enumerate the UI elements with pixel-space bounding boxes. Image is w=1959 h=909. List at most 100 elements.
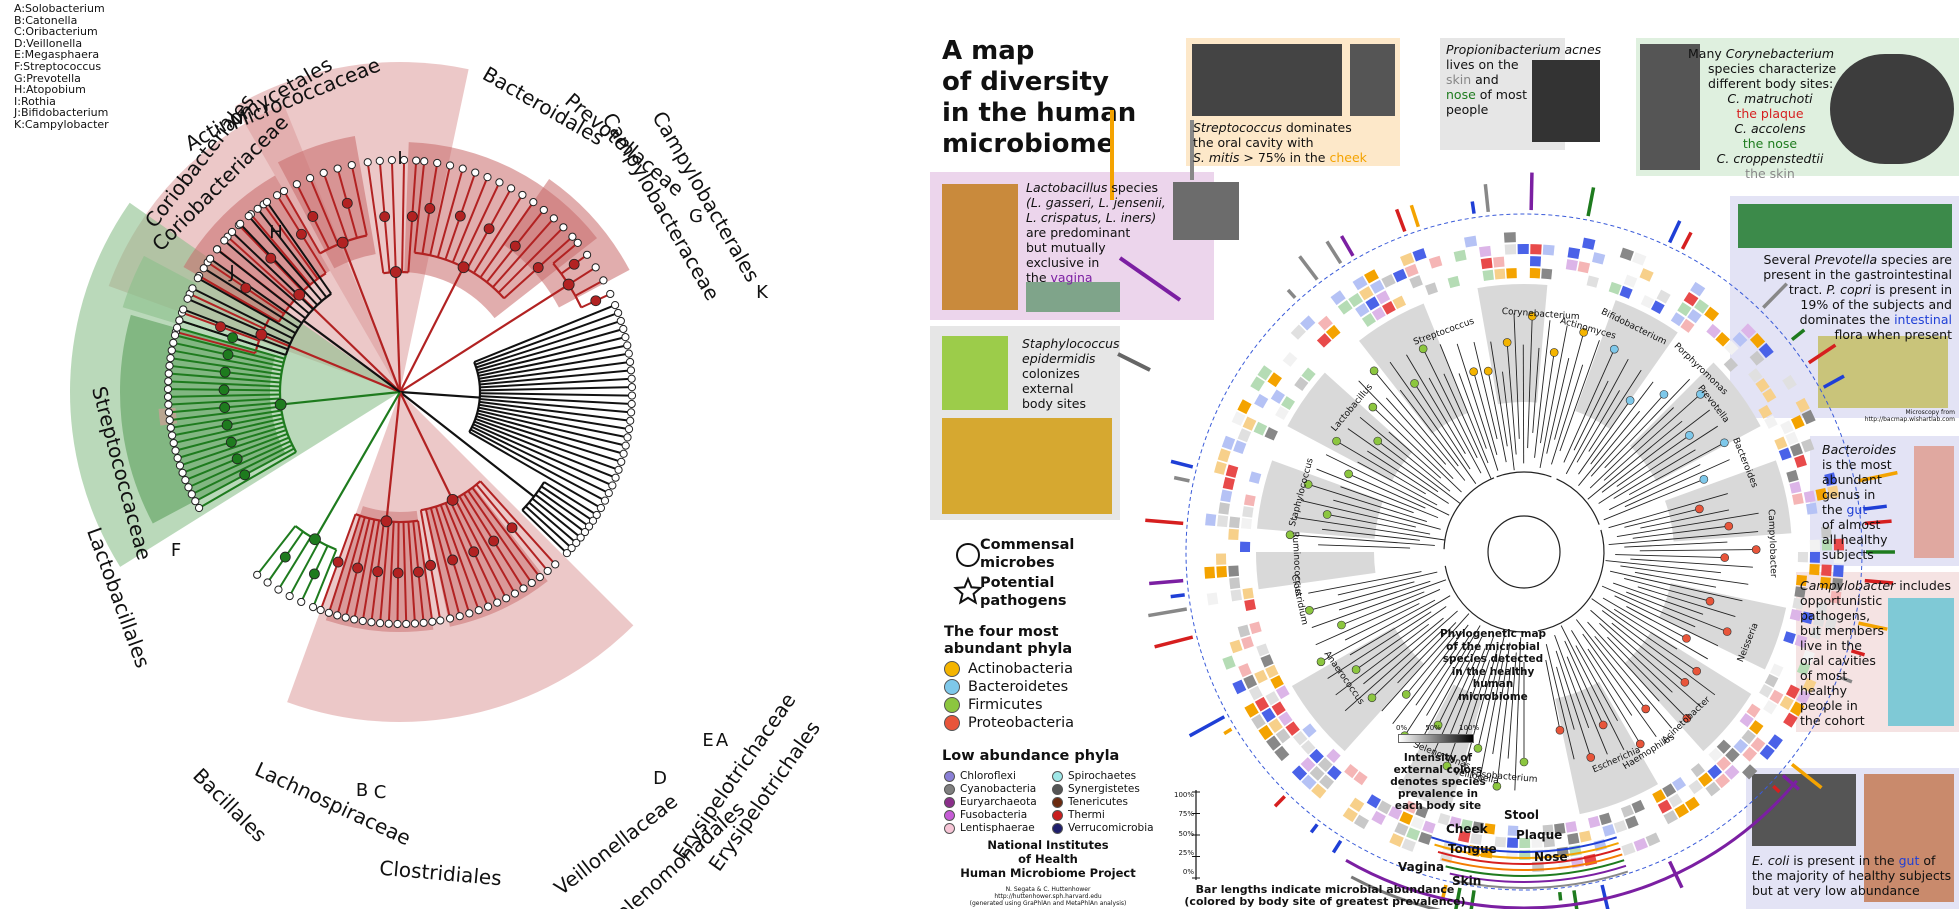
- heat-cell: [1639, 268, 1654, 282]
- heat-cell: [1225, 464, 1239, 478]
- heat-cell: [1464, 235, 1478, 248]
- tree-branch: [1620, 565, 1749, 585]
- heat-cell: [1399, 811, 1414, 825]
- heat-cell: [1519, 837, 1531, 849]
- abundance-bar: [1680, 231, 1693, 250]
- leaf-node: [621, 333, 630, 342]
- tree-branch: [1588, 369, 1642, 452]
- heat-cell: [1541, 268, 1553, 280]
- leaf-node: [580, 527, 590, 537]
- heat-cell: [1683, 291, 1699, 307]
- internal-node: [240, 282, 252, 294]
- coryne-photo-2: [1830, 54, 1954, 164]
- heat-cell: [1670, 312, 1685, 327]
- site-label-vagina: Vagina: [1398, 860, 1445, 874]
- species-node: [1699, 475, 1709, 484]
- abundance-bar: [1173, 475, 1190, 483]
- abundance-bar: [1286, 288, 1297, 300]
- leaf-node: [171, 446, 180, 455]
- heat-cell: [1301, 774, 1317, 790]
- heat-cell: [1257, 365, 1273, 381]
- tree-branch: [1437, 636, 1483, 726]
- heat-cell: [1275, 685, 1290, 700]
- abundance-bar: [1170, 459, 1194, 469]
- abundance-bar: [1340, 235, 1355, 257]
- species-node: [1720, 438, 1729, 448]
- heat-cell: [1229, 516, 1241, 529]
- heat-cell: [1319, 774, 1335, 790]
- shade-coriobacteriaceae: [183, 175, 330, 322]
- leaf-node: [527, 578, 536, 588]
- heat-cell: [1242, 416, 1257, 431]
- heat-cell: [1480, 257, 1493, 270]
- heat-cell: [1786, 469, 1799, 483]
- leaf-node: [433, 158, 442, 168]
- phylum-color-dot-icon: [944, 796, 955, 808]
- species-node: [1368, 402, 1378, 412]
- leaf-node: [363, 158, 372, 167]
- heat-cell: [1412, 248, 1427, 262]
- abundance-bar: [1529, 172, 1534, 211]
- heat-cell: [1680, 318, 1695, 333]
- leaf-node: [572, 538, 581, 547]
- heat-cell: [1233, 440, 1247, 454]
- species-node: [1469, 367, 1478, 376]
- heat-cell: [1221, 435, 1236, 451]
- leaf-node: [471, 168, 480, 177]
- internal-node: [332, 556, 344, 568]
- low-phyla-title: Low abundance phyla: [942, 748, 1120, 764]
- tree-branch: [1556, 666, 1575, 730]
- abundance-bar: [1331, 839, 1343, 854]
- tree-branch: [1545, 659, 1561, 731]
- abundance-bar: [1273, 795, 1286, 808]
- leaf-node: [169, 438, 178, 448]
- heat-cell: [1740, 323, 1757, 339]
- clade-root-node: [380, 515, 393, 528]
- tree-branch: [1294, 516, 1445, 541]
- lacto-photo-3: [1173, 182, 1239, 240]
- leaf-node: [375, 619, 385, 628]
- tree-branch: [1316, 468, 1439, 519]
- acnes-panel-text: Propionibacterium acnes lives on the ski…: [1446, 42, 1602, 117]
- leaf-node: [616, 316, 625, 326]
- leaf-node: [175, 316, 184, 325]
- abundance-bar: [1148, 607, 1188, 618]
- genus-sector: [1291, 627, 1424, 752]
- phylum-name: Firmicutes: [968, 697, 1043, 713]
- leaf-node: [297, 597, 306, 607]
- heat-cell: [1809, 539, 1820, 551]
- heat-cell: [1506, 837, 1519, 848]
- phylogenetic-ring: [1145, 172, 1898, 909]
- internal-node: [309, 568, 320, 580]
- genus-label-ruminococcus: Ruminococcus: [1290, 531, 1303, 597]
- abundance-bar: [1850, 649, 1866, 657]
- internal-node: [406, 211, 418, 222]
- internal-node: [379, 211, 391, 223]
- species-node: [1705, 596, 1715, 606]
- tree-branch: [1308, 483, 1427, 522]
- heat-cell: [1242, 506, 1254, 518]
- staph-panel-text: Staphylococcus epidermidis colonizes ext…: [1022, 336, 1120, 411]
- leaf-node: [483, 173, 492, 182]
- leaf-node: [619, 449, 628, 458]
- genus-sector: [1575, 300, 1678, 430]
- tree-branch: [1443, 373, 1492, 479]
- leaf-node: [611, 473, 620, 482]
- phylum-legend-row: Actinobacteria: [944, 660, 1074, 678]
- heat-cell: [1690, 281, 1706, 297]
- clade-letter-e: E: [702, 730, 713, 751]
- species-node: [1579, 328, 1588, 337]
- phylum-name: Chloroflexi: [960, 770, 1016, 782]
- heat-cell: [1794, 634, 1808, 648]
- leaf-node: [179, 305, 188, 314]
- leaf-node: [220, 236, 229, 245]
- heat-cell: [1684, 796, 1700, 812]
- heat-cell: [1237, 399, 1252, 415]
- leaf-node: [358, 616, 367, 626]
- leaf-node: [626, 366, 636, 375]
- clade-letter-d: D: [653, 768, 667, 789]
- leaf-node: [627, 374, 636, 383]
- species-node: [1332, 436, 1341, 446]
- tree-branch: [1546, 357, 1570, 454]
- commensal-circle-icon: [956, 543, 980, 567]
